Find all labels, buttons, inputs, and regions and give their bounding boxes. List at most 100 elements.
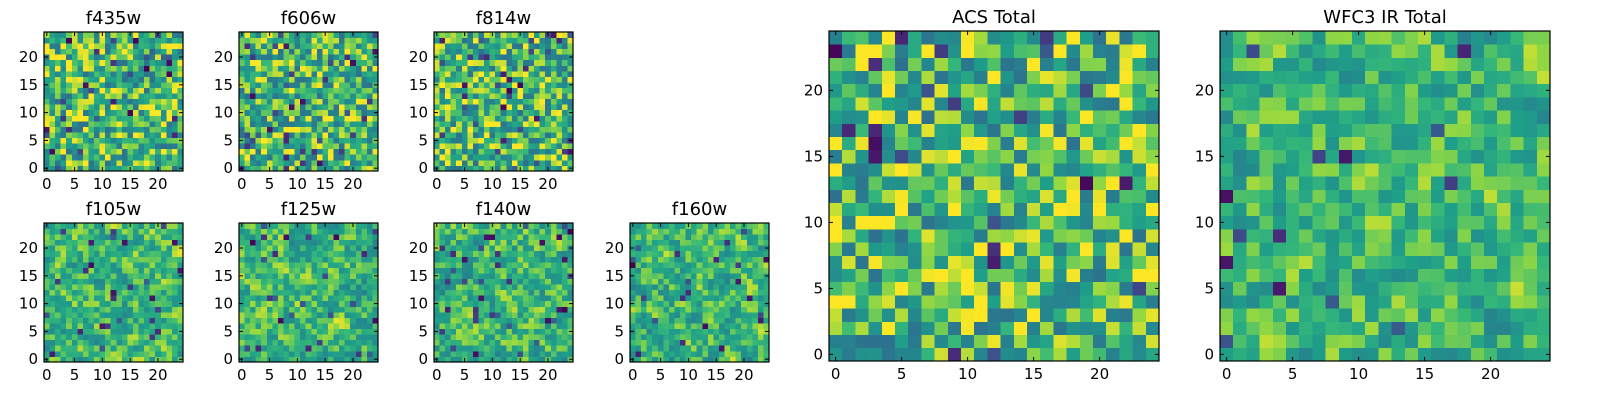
heatmap-cell: [49, 284, 56, 291]
heatmap-cell: [138, 98, 145, 105]
heatmap-cell: [500, 132, 507, 139]
heatmap-cell: [567, 284, 574, 291]
panel-title: f125w: [281, 199, 336, 220]
heatmap-cell: [255, 65, 262, 72]
heatmap-cell: [277, 43, 284, 50]
heatmap-cell: [277, 228, 284, 235]
heatmap-cell: [55, 239, 62, 246]
heatmap-cell: [663, 234, 670, 241]
heatmap-cell: [77, 345, 84, 352]
heatmap-cell: [350, 98, 357, 105]
heatmap-cell: [635, 311, 642, 318]
heatmap-cell: [333, 345, 340, 352]
heatmap-cell: [144, 267, 151, 274]
heatmap-cell: [366, 98, 373, 105]
heatmap-cell: [272, 109, 279, 116]
heatmap-cell: [177, 32, 184, 38]
heatmap-cell: [311, 323, 318, 330]
heatmap-cell: [561, 295, 568, 302]
heatmap-cell: [484, 323, 490, 330]
heatmap-cell: [300, 256, 307, 263]
heatmap-cell: [461, 311, 468, 318]
heatmap-cell: [478, 295, 485, 302]
heatmap-cell: [88, 87, 95, 94]
heatmap-cell: [344, 32, 351, 38]
heatmap-cell: [160, 143, 167, 150]
heatmap-cell: [472, 328, 479, 335]
heatmap-cell: [82, 87, 89, 94]
heatmap-cell: [445, 109, 452, 116]
heatmap-cell: [439, 278, 446, 285]
heatmap-cell: [88, 137, 95, 144]
heatmap-cell: [567, 43, 574, 50]
heatmap-cell: [528, 98, 535, 105]
heatmap-cell: [177, 104, 184, 111]
heatmap-cell: [556, 159, 563, 166]
heatmap-cell: [149, 228, 156, 235]
heatmap-cell: [534, 339, 541, 346]
heatmap-cell: [266, 278, 273, 285]
heatmap-cell: [277, 339, 284, 346]
heatmap-cell: [691, 228, 698, 235]
heatmap-cell: [1106, 295, 1120, 309]
heatmap-cell: [316, 37, 323, 44]
heatmap-cell: [283, 87, 290, 94]
heatmap-cell: [987, 281, 1001, 296]
heatmap-cell: [166, 104, 173, 111]
heatmap-cell: [250, 98, 257, 105]
heatmap-cell: [461, 154, 468, 161]
heatmap-cell: [266, 70, 273, 77]
heatmap-cell: [445, 70, 452, 77]
heatmap-cell: [908, 255, 922, 269]
heatmap-cell: [366, 311, 373, 318]
heatmap-cell: [730, 334, 737, 341]
heatmap-cell: [868, 281, 883, 296]
heatmap-cell: [434, 350, 440, 357]
heatmap-cell: [49, 148, 56, 155]
heatmap-cell: [116, 350, 123, 357]
heatmap-cell: [333, 339, 340, 346]
heatmap-cell: [528, 284, 535, 291]
heatmap-cell: [1027, 308, 1041, 322]
heatmap-cell: [355, 256, 362, 263]
heatmap-cell: [539, 311, 546, 318]
heatmap-cell: [333, 284, 340, 291]
heatmap-cell: [1093, 334, 1107, 349]
heatmap-cell: [132, 98, 139, 105]
heatmap-cell: [372, 334, 379, 341]
heatmap-cell: [881, 215, 896, 230]
heatmap-cell: [556, 43, 563, 50]
heatmap-cell: [339, 93, 346, 100]
heatmap-cell: [49, 82, 56, 88]
heatmap-cell: [110, 132, 117, 139]
heatmap-cell: [55, 278, 62, 285]
heatmap-cell: [94, 306, 100, 313]
heatmap-cell: [1079, 242, 1094, 256]
heatmap-cell: [752, 228, 759, 235]
heatmap-cell: [350, 48, 357, 55]
heatmap-cell: [250, 104, 257, 111]
heatmap-cell: [691, 328, 698, 335]
heatmap-cell: [713, 228, 720, 235]
heatmap-cell: [724, 223, 731, 229]
heatmap-cell: [144, 223, 151, 229]
heatmap-cell: [66, 334, 73, 341]
heatmap-cell: [1066, 163, 1081, 177]
heatmap-cell: [707, 223, 714, 229]
heatmap-cell: [94, 126, 100, 133]
heatmap-cell: [461, 306, 468, 313]
heatmap-cell: [339, 250, 346, 257]
heatmap-cell: [49, 273, 56, 279]
heatmap-cell: [439, 87, 446, 94]
heatmap-cell: [49, 250, 56, 257]
heatmap-cell: [166, 245, 173, 252]
heatmap-cell: [495, 356, 502, 363]
heatmap-cell: [283, 223, 290, 229]
heatmap-cell: [472, 234, 479, 241]
heatmap-cell: [60, 70, 67, 77]
heatmap-cell: [456, 273, 463, 279]
heatmap-cell: [987, 255, 1001, 269]
heatmap-cell: [110, 234, 117, 241]
heatmap-cell: [680, 234, 686, 241]
heatmap-cell: [434, 239, 440, 246]
